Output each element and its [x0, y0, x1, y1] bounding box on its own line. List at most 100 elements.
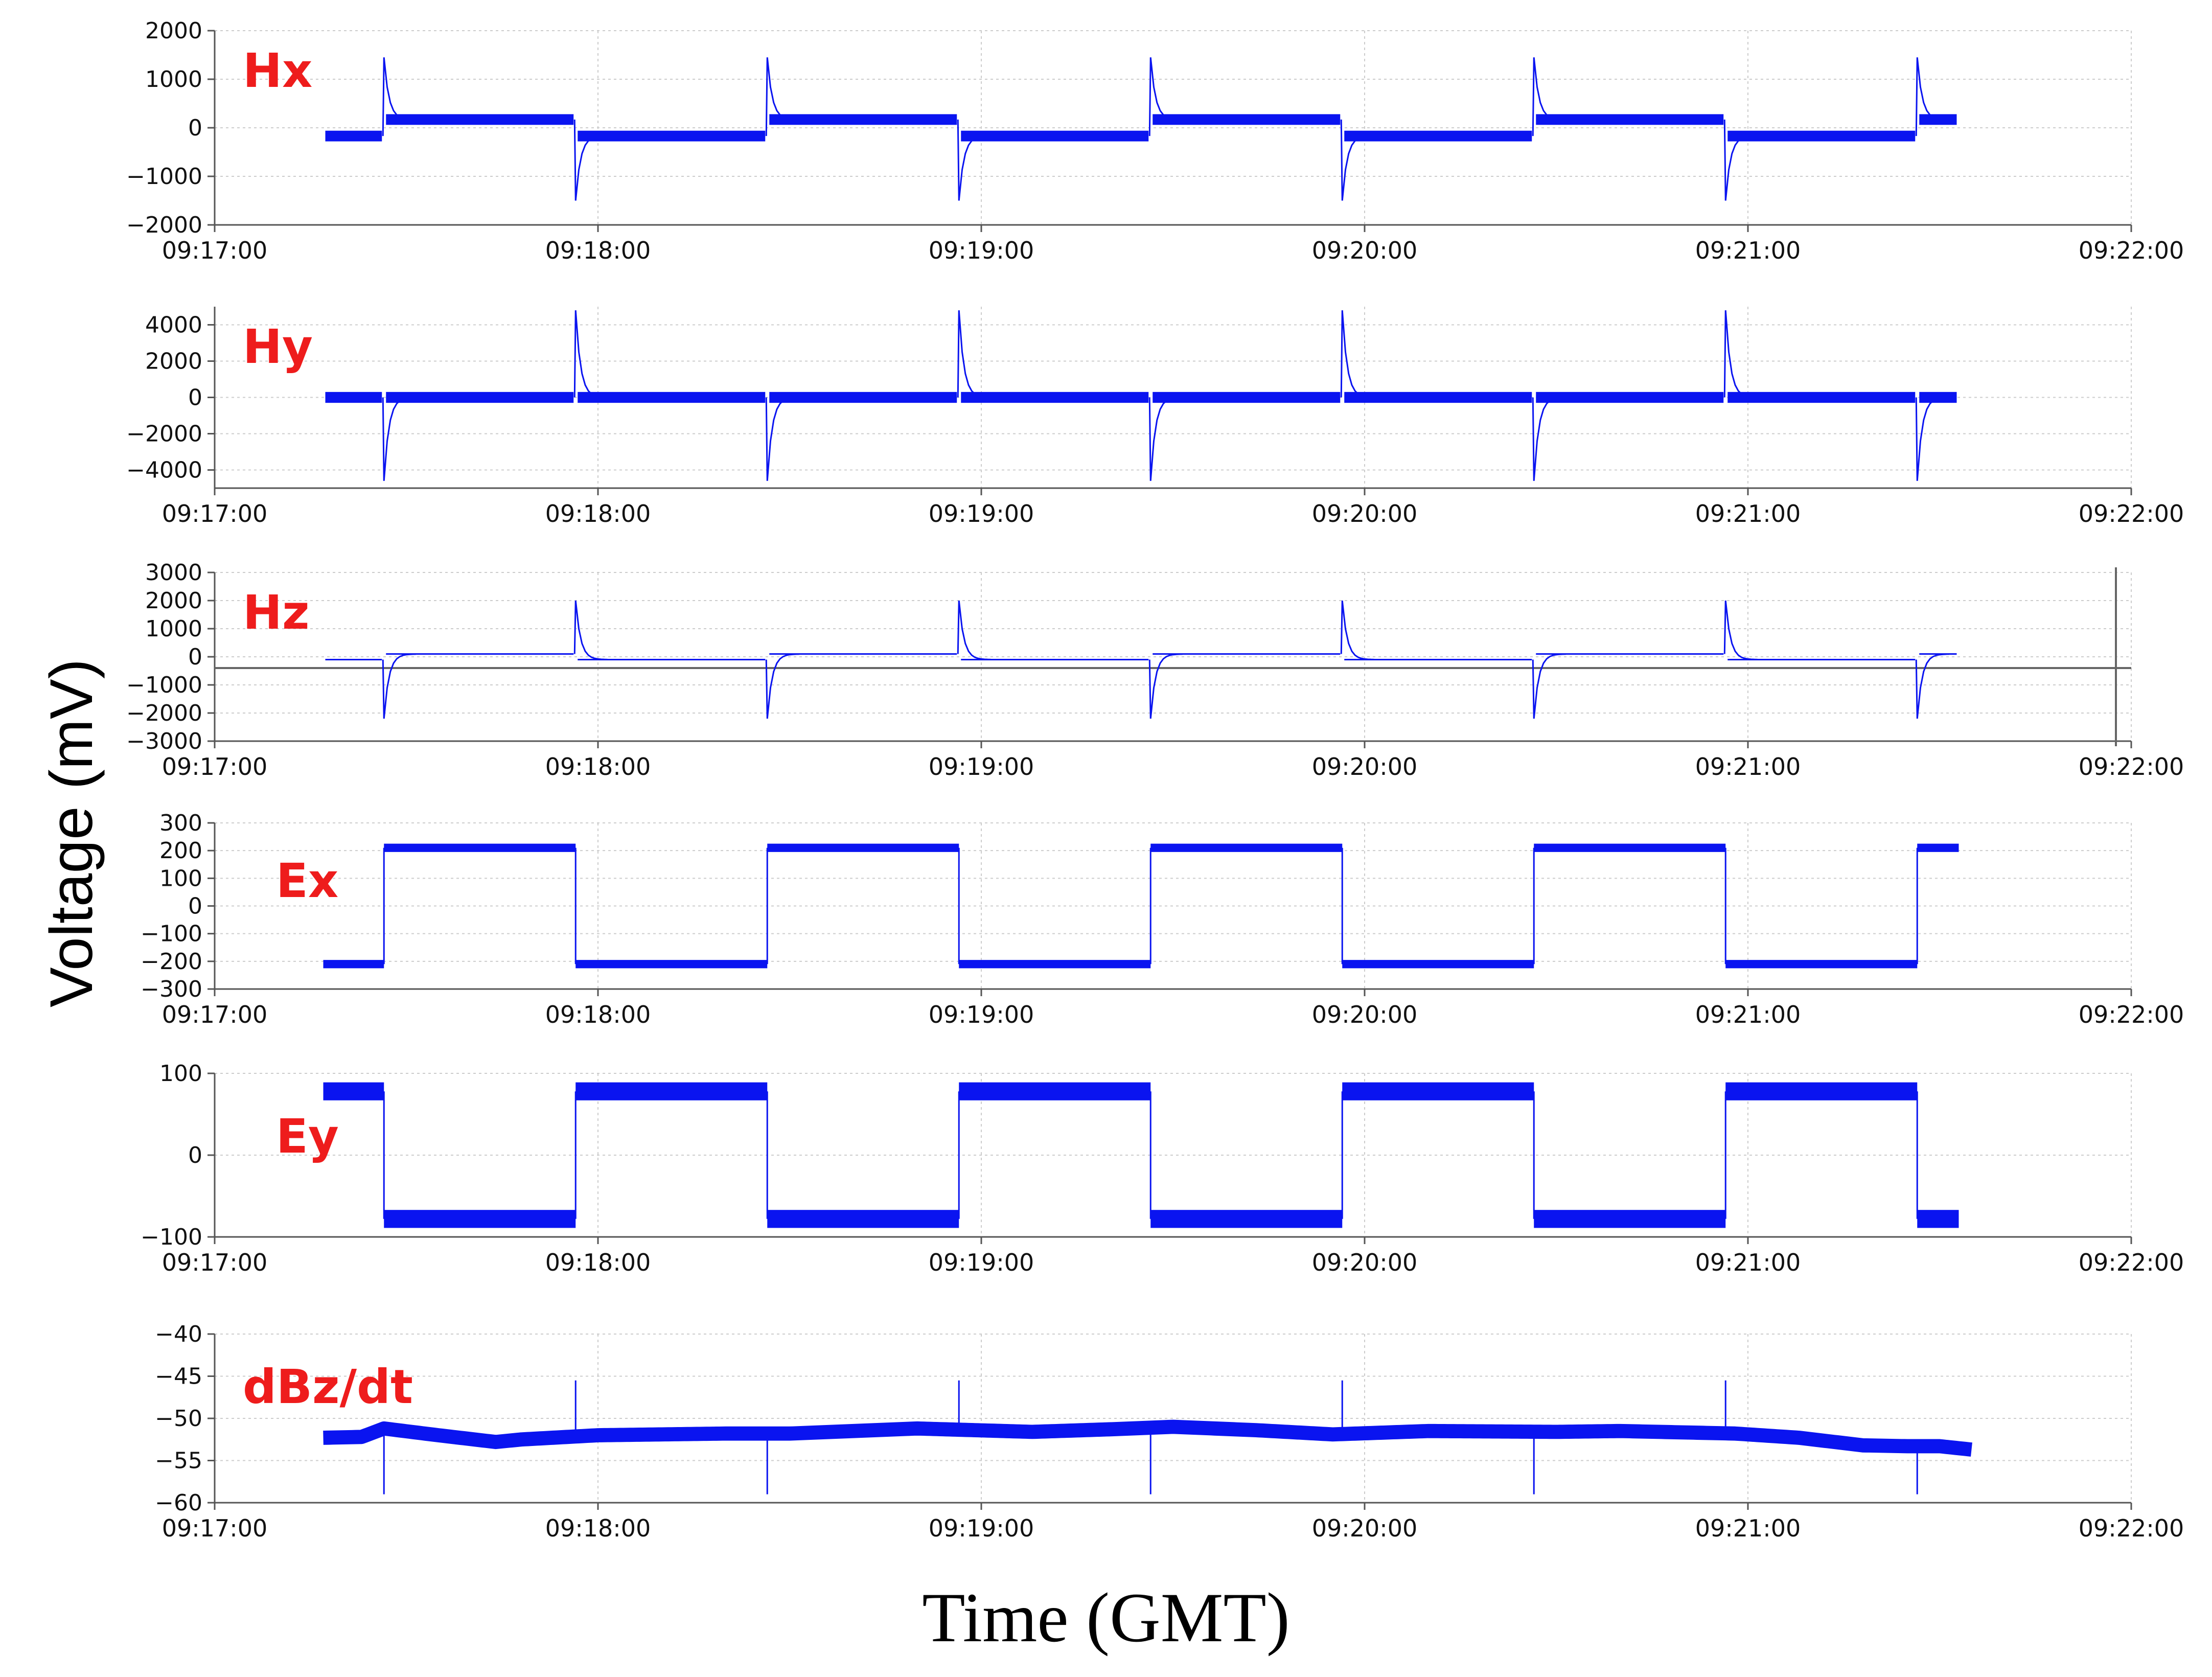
- trace-segment: [1919, 653, 1957, 655]
- y-tick-label: −300: [141, 976, 202, 1002]
- y-axis-label: Voltage (mV): [10, 552, 133, 1114]
- trace-segment: [1725, 1082, 1918, 1100]
- panel-label-hz: Hz: [243, 585, 310, 640]
- trace-segment: [325, 392, 382, 403]
- trace-spike: [382, 57, 416, 136]
- x-tick-label: 09:20:00: [1312, 500, 1418, 527]
- x-tick-label: 09:22:00: [2079, 1001, 2184, 1028]
- x-axis-label: Time (GMT): [922, 1578, 1290, 1657]
- x-tick-label: 09:20:00: [1312, 237, 1418, 264]
- y-tick-label: −40: [155, 1321, 202, 1347]
- y-tick-label: 4000: [145, 312, 202, 338]
- y-tick-label: 0: [188, 644, 202, 670]
- trace-spike: [573, 310, 608, 398]
- trace-spike: [1148, 397, 1183, 481]
- y-tick-label: 0: [188, 115, 202, 141]
- trace-spike: [1532, 653, 1566, 719]
- trace-segment: [1536, 392, 1724, 403]
- y-tick-label: 0: [188, 893, 202, 920]
- trace-segment: [386, 114, 574, 125]
- trace-segment: [575, 960, 768, 969]
- trace-spike: [957, 600, 991, 660]
- trace-segment: [767, 1210, 959, 1228]
- y-tick-label: 2000: [145, 588, 202, 614]
- y-tick-label: −45: [155, 1364, 202, 1390]
- x-tick-label: 09:21:00: [1695, 237, 1801, 264]
- trace-segment: [1153, 653, 1341, 655]
- x-tick-label: 09:17:00: [162, 1514, 268, 1542]
- y-tick-label: −1000: [126, 164, 202, 190]
- x-tick-label: 09:21:00: [1695, 500, 1801, 527]
- y-tick-label: −1000: [126, 672, 202, 698]
- panel-label-dbz-dt: dBz/dt: [243, 1360, 413, 1414]
- x-tick-label: 09:20:00: [1312, 1001, 1418, 1028]
- y-tick-label: −4000: [126, 457, 202, 484]
- x-tick-label: 09:17:00: [162, 753, 268, 780]
- trace-segment: [1342, 1082, 1534, 1100]
- trace-spike: [1340, 310, 1374, 398]
- trace-spike: [382, 397, 416, 481]
- trace-segment: [1727, 130, 1916, 142]
- x-tick-label: 09:22:00: [2079, 1514, 2184, 1542]
- trace-spike: [957, 119, 991, 201]
- x-tick-label: 09:18:00: [545, 1514, 651, 1542]
- trace-segment: [386, 653, 574, 655]
- trace-spike: [382, 653, 416, 719]
- trace-segment: [769, 114, 957, 125]
- trace-segment: [386, 392, 574, 403]
- trace-segment: [1344, 659, 1532, 660]
- trace-spike: [1723, 600, 1758, 660]
- trace-segment: [959, 960, 1151, 969]
- trace-baseline: [319, 1419, 1976, 1457]
- x-tick-label: 09:18:00: [545, 1249, 651, 1276]
- y-axis-label-text: Voltage (mV): [38, 658, 105, 1008]
- x-tick-label: 09:17:00: [162, 1001, 268, 1028]
- x-tick-label: 09:22:00: [2079, 1249, 2184, 1276]
- trace-segment: [1536, 114, 1724, 125]
- panel-label-ey: Ey: [276, 1109, 339, 1164]
- trace-spike: [1532, 57, 1566, 136]
- trace-spike: [765, 57, 799, 136]
- x-tick-label: 09:19:00: [929, 753, 1034, 780]
- trace-segment: [578, 130, 766, 142]
- trace-spike: [1723, 119, 1758, 201]
- trace-segment: [1153, 114, 1341, 125]
- x-tick-label: 09:19:00: [929, 1249, 1034, 1276]
- y-tick-label: 300: [159, 810, 202, 836]
- trace-segment: [769, 653, 957, 655]
- trace-segment: [575, 1082, 768, 1100]
- trace-segment: [384, 843, 576, 852]
- trace-spike: [1340, 600, 1374, 660]
- x-tick-label: 09:22:00: [2079, 500, 2184, 527]
- y-tick-label: −50: [155, 1406, 202, 1432]
- trace-segment: [1534, 1210, 1726, 1228]
- y-tick-label: 0: [188, 1142, 202, 1168]
- trace-segment: [384, 1210, 576, 1228]
- x-tick-label: 09:17:00: [162, 237, 268, 264]
- trace-segment: [1342, 960, 1534, 969]
- y-tick-label: −200: [141, 949, 202, 975]
- trace-segment: [959, 1082, 1151, 1100]
- trace-spike: [1148, 57, 1183, 136]
- y-tick-label: 100: [159, 1061, 202, 1087]
- x-tick-label: 09:21:00: [1695, 1001, 1801, 1028]
- x-tick-label: 09:21:00: [1695, 1514, 1801, 1542]
- y-tick-label: −2000: [126, 700, 202, 726]
- trace-segment: [1536, 653, 1724, 655]
- trace-segment: [1919, 392, 1957, 403]
- trace-segment: [1917, 1210, 1959, 1228]
- trace-segment: [578, 392, 766, 403]
- y-tick-label: 200: [159, 838, 202, 864]
- trace-spike: [1915, 397, 1949, 481]
- y-tick-label: 2000: [145, 349, 202, 375]
- trace-segment: [1534, 843, 1726, 852]
- trace-segment: [769, 392, 957, 403]
- x-tick-label: 09:19:00: [929, 1001, 1034, 1028]
- y-tick-label: −2000: [126, 212, 202, 238]
- trace-segment: [767, 843, 959, 852]
- x-tick-label: 09:22:00: [2079, 753, 2184, 780]
- y-tick-label: 1000: [145, 66, 202, 93]
- x-tick-label: 09:19:00: [929, 237, 1034, 264]
- x-tick-label: 09:21:00: [1695, 753, 1801, 780]
- trace-spike: [765, 397, 799, 481]
